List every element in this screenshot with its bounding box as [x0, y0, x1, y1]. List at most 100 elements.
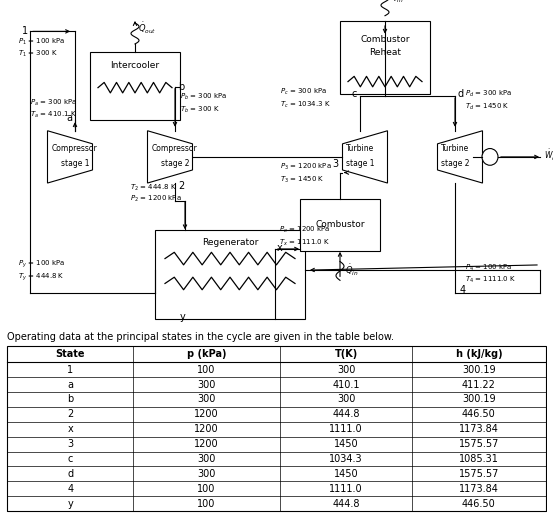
- Bar: [90, 52, 180, 120]
- Text: $P_c$ = 300 kPa: $P_c$ = 300 kPa: [280, 87, 327, 97]
- Text: 1575.57: 1575.57: [458, 439, 499, 449]
- Text: $\dot{Q}_{out}$: $\dot{Q}_{out}$: [138, 21, 156, 36]
- Text: Intercooler: Intercooler: [111, 61, 160, 70]
- Text: 1034.3: 1034.3: [329, 454, 363, 464]
- Text: 100: 100: [197, 365, 216, 374]
- Text: Combustor: Combustor: [360, 35, 410, 44]
- Text: $P_d$ = 300 kPa: $P_d$ = 300 kPa: [465, 89, 512, 99]
- Text: 1111.0: 1111.0: [329, 484, 363, 494]
- Text: a: a: [66, 113, 72, 123]
- Text: 1: 1: [22, 26, 28, 37]
- Text: 100: 100: [197, 484, 216, 494]
- Text: 411.22: 411.22: [462, 380, 496, 390]
- Text: Operating data at the principal states in the cycle are given in the table below: Operating data at the principal states i…: [8, 333, 394, 343]
- Text: $P_2$ = 1200 kPa: $P_2$ = 1200 kPa: [130, 194, 182, 204]
- Text: c: c: [67, 454, 73, 464]
- Text: 300: 300: [337, 365, 355, 374]
- Text: $\dot{Q}_{in}$: $\dot{Q}_{in}$: [390, 0, 404, 5]
- Text: Turbine: Turbine: [346, 144, 374, 153]
- Text: $\dot{Q}_{in}$: $\dot{Q}_{in}$: [345, 262, 359, 278]
- Text: 2: 2: [178, 181, 184, 191]
- Text: 300: 300: [197, 380, 216, 390]
- Text: $P_y$ = 100 kPa: $P_y$ = 100 kPa: [18, 259, 65, 270]
- Circle shape: [482, 149, 498, 165]
- Text: 300.19: 300.19: [462, 394, 495, 404]
- Text: 446.50: 446.50: [462, 410, 495, 419]
- Text: 3: 3: [332, 160, 338, 169]
- Text: $T_b$ = 300 K: $T_b$ = 300 K: [180, 105, 220, 115]
- Text: 2: 2: [67, 410, 74, 419]
- Text: 300: 300: [337, 394, 355, 404]
- Text: 1085.31: 1085.31: [459, 454, 499, 464]
- Text: b: b: [178, 82, 184, 92]
- Text: 1200: 1200: [194, 439, 219, 449]
- Text: 1: 1: [67, 365, 73, 374]
- Text: 300: 300: [197, 469, 216, 479]
- Bar: [8, 346, 545, 511]
- Text: State: State: [55, 349, 85, 359]
- Text: $P_3$ = 1200 kPa: $P_3$ = 1200 kPa: [280, 162, 332, 173]
- Text: y: y: [180, 312, 186, 322]
- Polygon shape: [342, 131, 388, 183]
- Text: 1173.84: 1173.84: [459, 484, 499, 494]
- Polygon shape: [48, 131, 92, 183]
- Text: $T_y$ = 444.8 K: $T_y$ = 444.8 K: [18, 271, 65, 283]
- Text: 1111.0: 1111.0: [329, 424, 363, 434]
- Text: $T_1$ = 300 K: $T_1$ = 300 K: [18, 49, 58, 60]
- Text: d: d: [67, 469, 73, 479]
- Text: stage 2: stage 2: [441, 158, 469, 168]
- Text: $T_3$ = 1450 K: $T_3$ = 1450 K: [280, 175, 325, 185]
- Text: 4: 4: [67, 484, 73, 494]
- Text: Regenerator: Regenerator: [202, 238, 258, 247]
- Text: $P_4$ = 100 kPa: $P_4$ = 100 kPa: [465, 263, 512, 273]
- Text: h (kJ/kg): h (kJ/kg): [456, 349, 502, 359]
- Text: $\dot{W}_{cycle}$ = 10 MW: $\dot{W}_{cycle}$ = 10 MW: [544, 147, 553, 163]
- Text: $P_a$ = 300 kPa: $P_a$ = 300 kPa: [30, 97, 77, 108]
- Text: Turbine: Turbine: [441, 144, 469, 153]
- Text: b: b: [67, 394, 74, 404]
- Text: $P_1$ = 100 kPa: $P_1$ = 100 kPa: [18, 37, 65, 47]
- Text: $T_4$ = 1111.0 K: $T_4$ = 1111.0 K: [465, 275, 517, 286]
- Text: 446.50: 446.50: [462, 498, 495, 509]
- Text: $T_a$ = 410.1 K: $T_a$ = 410.1 K: [30, 110, 77, 120]
- Text: 300: 300: [197, 454, 216, 464]
- Bar: [155, 230, 305, 319]
- Text: a: a: [67, 380, 73, 390]
- Text: 4: 4: [460, 285, 466, 295]
- Text: p (kPa): p (kPa): [187, 349, 226, 359]
- Text: 3: 3: [67, 439, 73, 449]
- Text: T(K): T(K): [335, 349, 358, 359]
- Text: x: x: [277, 243, 283, 253]
- Text: Combustor: Combustor: [315, 220, 365, 230]
- Text: c: c: [352, 89, 357, 99]
- Text: 1200: 1200: [194, 424, 219, 434]
- Text: $T_d$ = 1450 K: $T_d$ = 1450 K: [465, 101, 510, 112]
- Text: x: x: [67, 424, 73, 434]
- Polygon shape: [148, 131, 192, 183]
- Bar: [340, 21, 430, 94]
- Text: 300: 300: [197, 394, 216, 404]
- Text: 1450: 1450: [334, 469, 358, 479]
- Text: stage 1: stage 1: [61, 158, 89, 168]
- Text: $P_x$ = 1200 kPa: $P_x$ = 1200 kPa: [279, 225, 331, 235]
- Text: 1575.57: 1575.57: [458, 469, 499, 479]
- Text: $T_2$ = 444.8 K: $T_2$ = 444.8 K: [130, 183, 177, 194]
- Text: $T_c$ = 1034.3 K: $T_c$ = 1034.3 K: [280, 99, 331, 110]
- Text: stage 2: stage 2: [161, 158, 189, 168]
- Text: 444.8: 444.8: [332, 498, 360, 509]
- Polygon shape: [437, 131, 483, 183]
- Text: y: y: [67, 498, 73, 509]
- Text: 1173.84: 1173.84: [459, 424, 499, 434]
- Text: 300.19: 300.19: [462, 365, 495, 374]
- Text: Compressor: Compressor: [152, 144, 198, 153]
- Text: stage 1: stage 1: [346, 158, 374, 168]
- Text: 1450: 1450: [334, 439, 358, 449]
- Text: 100: 100: [197, 498, 216, 509]
- Text: 1200: 1200: [194, 410, 219, 419]
- Bar: [300, 199, 380, 251]
- Text: 444.8: 444.8: [332, 410, 360, 419]
- Text: $P_b$ = 300 kPa: $P_b$ = 300 kPa: [180, 92, 227, 103]
- Text: Reheat: Reheat: [369, 48, 401, 57]
- Text: Compressor: Compressor: [52, 144, 98, 153]
- Text: $T_x$ = 1111.0 K: $T_x$ = 1111.0 K: [279, 237, 330, 248]
